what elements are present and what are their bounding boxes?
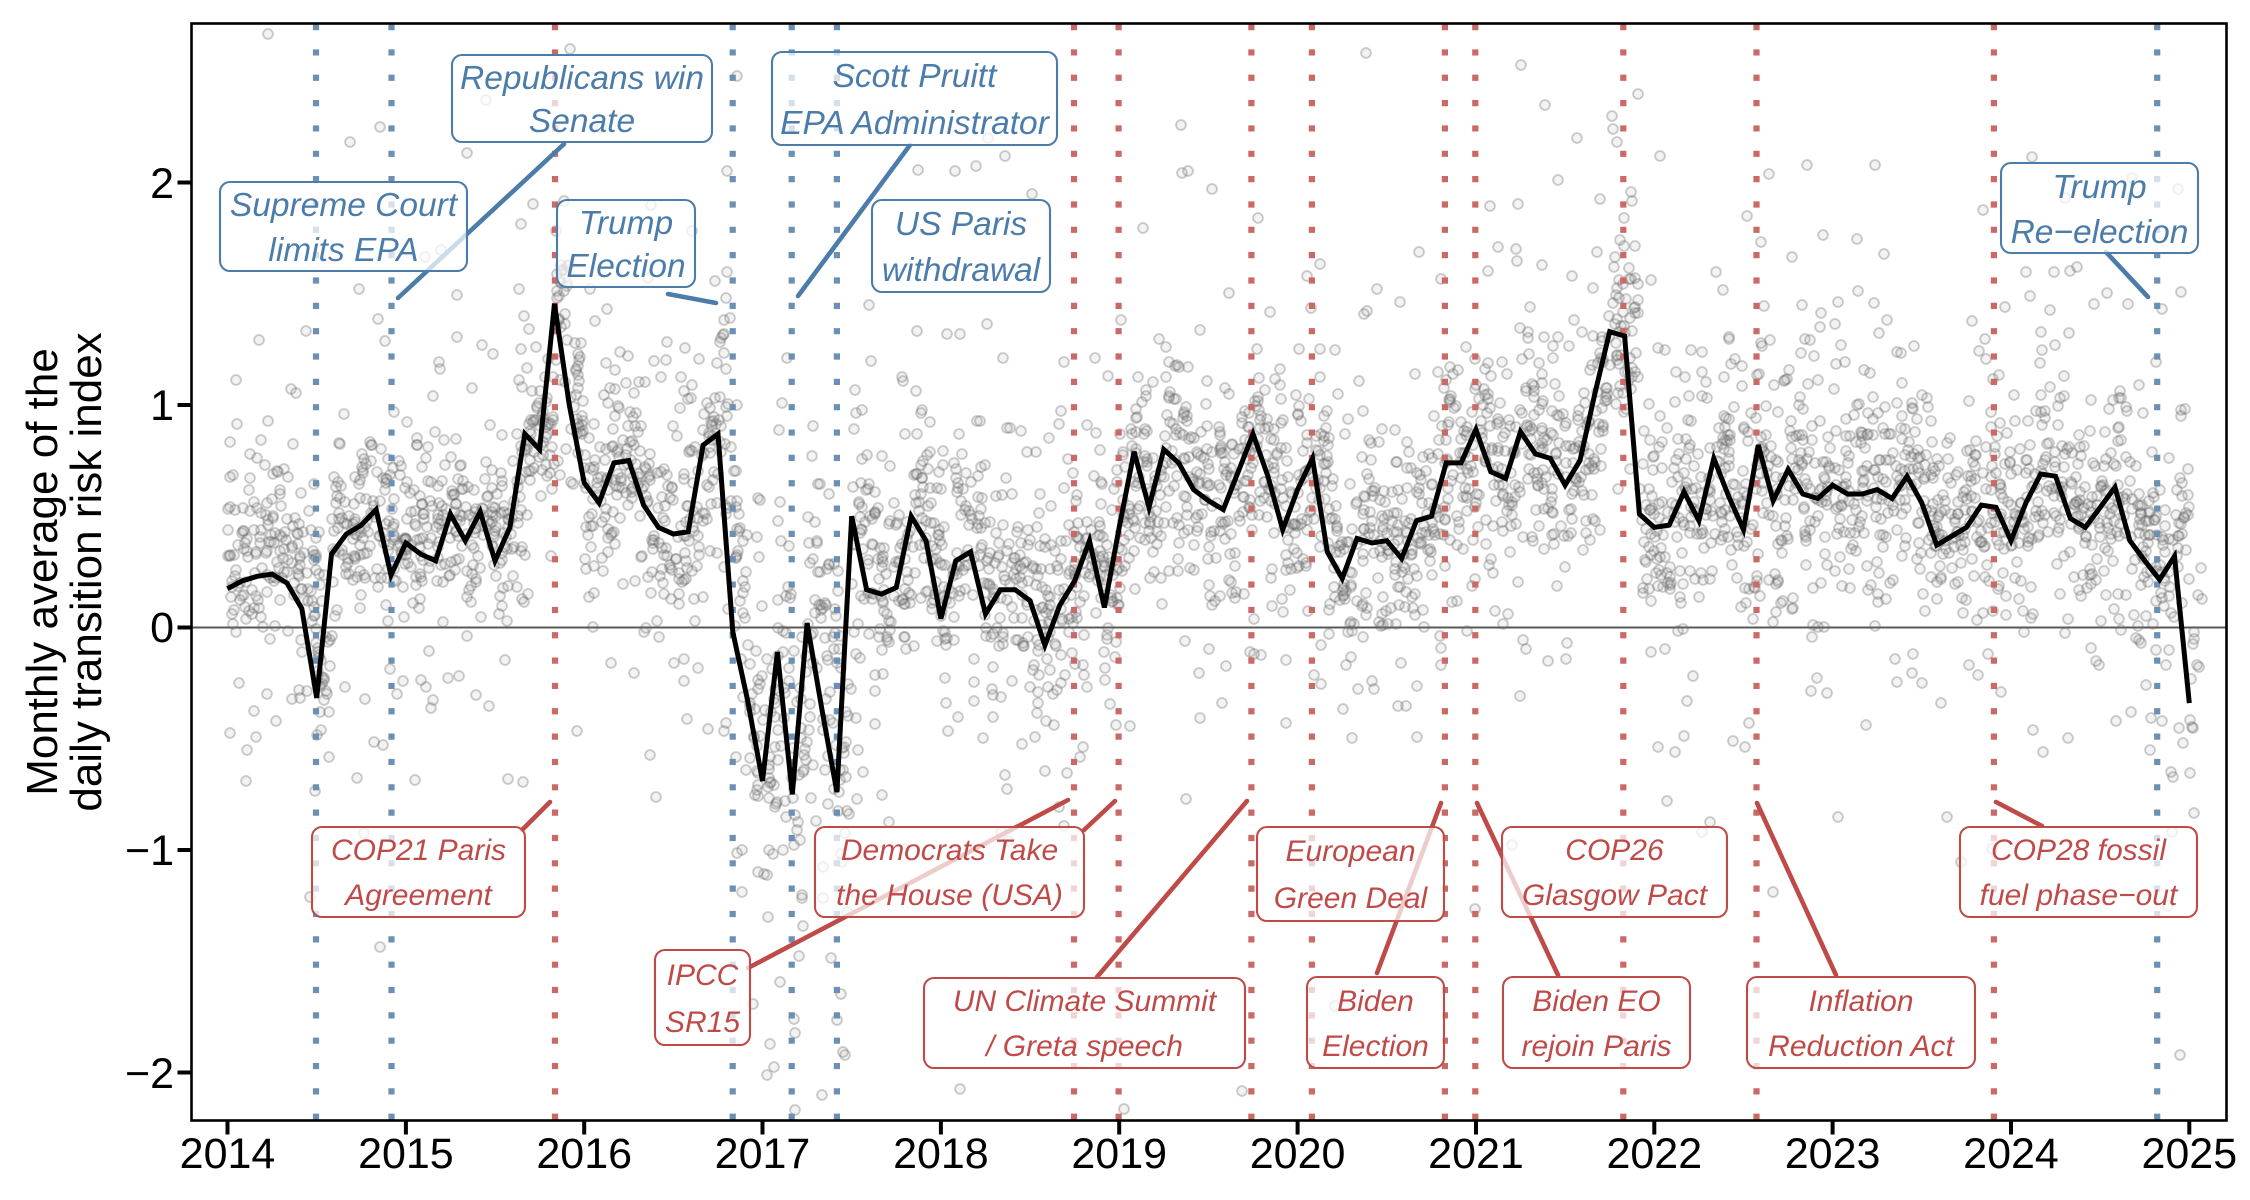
svg-text:COP26: COP26 xyxy=(1565,834,1664,867)
svg-text:2: 2 xyxy=(150,160,174,208)
svg-text:2020: 2020 xyxy=(1250,1130,1346,1178)
svg-text:European: European xyxy=(1285,835,1415,868)
svg-text:Supreme Court: Supreme Court xyxy=(230,187,459,224)
svg-text:IPCC: IPCC xyxy=(667,959,739,992)
svg-text:2016: 2016 xyxy=(536,1130,632,1178)
svg-text:Election: Election xyxy=(566,248,685,285)
svg-text:2023: 2023 xyxy=(1785,1130,1881,1178)
svg-text:COP21 Paris: COP21 Paris xyxy=(331,834,506,867)
svg-text:Democrats Take: Democrats Take xyxy=(841,834,1058,867)
svg-text:Republicans win: Republicans win xyxy=(460,60,704,97)
svg-text:1: 1 xyxy=(150,382,174,430)
svg-text:limits EPA: limits EPA xyxy=(268,232,418,269)
svg-text:Trump: Trump xyxy=(579,205,673,242)
svg-text:Glasgow Pact: Glasgow Pact xyxy=(1522,879,1709,912)
svg-text:2025: 2025 xyxy=(2141,1130,2237,1178)
svg-text:Biden: Biden xyxy=(1337,985,1414,1018)
svg-text:2015: 2015 xyxy=(358,1130,454,1178)
svg-text:UN Climate Summit: UN Climate Summit xyxy=(953,985,1218,1018)
svg-text:2018: 2018 xyxy=(893,1130,989,1178)
svg-text:0: 0 xyxy=(150,604,174,652)
svg-text:daily transition risk index: daily transition risk index xyxy=(62,332,111,811)
svg-text:US Paris: US Paris xyxy=(895,206,1027,243)
svg-text:2022: 2022 xyxy=(1606,1130,1702,1178)
svg-text:rejoin Paris: rejoin Paris xyxy=(1521,1030,1671,1063)
svg-text:−1: −1 xyxy=(125,827,174,875)
svg-text:withdrawal: withdrawal xyxy=(882,252,1042,289)
svg-text:Re−election: Re−election xyxy=(2011,214,2189,251)
svg-text:Senate: Senate xyxy=(529,103,635,140)
svg-text:/ Greta speech: / Greta speech xyxy=(984,1030,1183,1063)
svg-text:2024: 2024 xyxy=(1963,1130,2059,1178)
svg-text:EPA Administrator: EPA Administrator xyxy=(780,105,1051,142)
svg-text:2021: 2021 xyxy=(1428,1130,1524,1178)
svg-text:COP28 fossil: COP28 fossil xyxy=(1991,834,2167,867)
svg-text:SR15: SR15 xyxy=(665,1006,740,1039)
svg-text:2014: 2014 xyxy=(180,1130,276,1178)
svg-text:2017: 2017 xyxy=(715,1130,811,1178)
svg-text:Biden EO: Biden EO xyxy=(1532,985,1660,1018)
svg-text:the House (USA): the House (USA) xyxy=(836,879,1063,912)
svg-text:Reduction Act: Reduction Act xyxy=(1768,1030,1955,1063)
svg-text:Trump: Trump xyxy=(2052,169,2146,206)
svg-text:Green Deal: Green Deal xyxy=(1274,882,1429,915)
svg-text:Scott Pruitt: Scott Pruitt xyxy=(833,58,999,95)
svg-text:Inflation: Inflation xyxy=(1808,985,1913,1018)
svg-text:−2: −2 xyxy=(125,1050,174,1098)
svg-text:2019: 2019 xyxy=(1071,1130,1167,1178)
svg-text:Agreement: Agreement xyxy=(343,879,493,912)
svg-text:fuel phase−out: fuel phase−out xyxy=(1980,879,2179,912)
svg-text:Election: Election xyxy=(1322,1030,1429,1063)
svg-text:Monthly average of the: Monthly average of the xyxy=(18,348,67,796)
